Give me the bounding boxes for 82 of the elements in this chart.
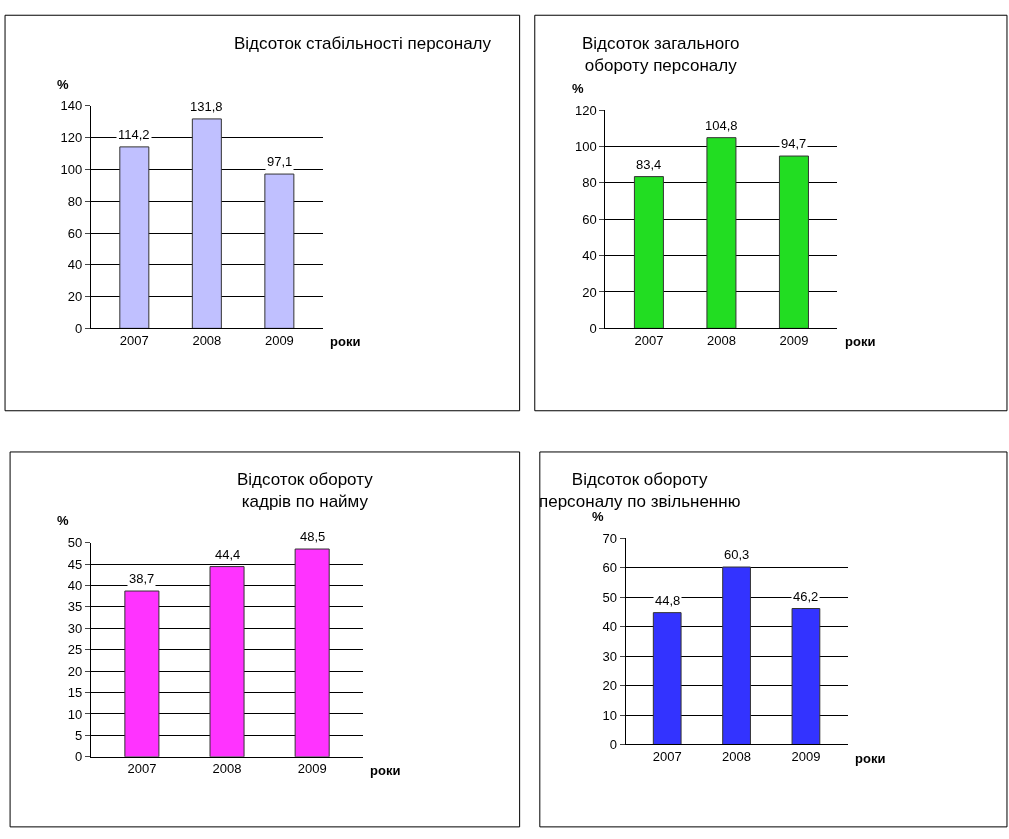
y-tick-label: 40 [67, 257, 83, 273]
y-tick-label: 80 [67, 193, 83, 209]
data-label: 44,4 [215, 547, 241, 562]
y-tick-label: 0 [74, 749, 83, 765]
y-tick-label: 5 [74, 727, 83, 743]
bar [294, 548, 330, 757]
x-tick-label: 2009 [264, 332, 294, 348]
y-axis-title: % [57, 77, 69, 92]
text: Відсоток стабільності персоналу [234, 34, 492, 53]
y-tick-label: 25 [67, 642, 83, 658]
bar [633, 176, 664, 329]
bar [124, 590, 160, 757]
y-tick-label: 40 [602, 619, 617, 635]
data-label: 38,7 [129, 571, 155, 586]
x-tick-label: 2008 [706, 332, 736, 348]
y-tick-label: 0 [74, 320, 83, 336]
y-tick-label: 60 [602, 560, 617, 576]
data-label: 60,3 [724, 547, 750, 562]
y-tick-label: 0 [609, 737, 617, 753]
x-tick-label: 2007 [127, 761, 157, 777]
data-label: 97,1 [267, 154, 293, 169]
data-label: 46,2 [793, 589, 819, 604]
x-tick-label: 2008 [192, 332, 222, 348]
x-tick-label: 2009 [791, 749, 821, 765]
y-tick-label: 60 [67, 225, 83, 241]
y-tick-label: 140 [60, 98, 83, 114]
y-tick-label: 10 [67, 706, 83, 722]
x-tick-label: 2008 [212, 761, 242, 777]
bar [706, 137, 737, 329]
bar [791, 608, 821, 745]
x-tick-label: 2007 [652, 749, 682, 765]
x-axis-title: роки [330, 334, 361, 349]
y-tick-label: 20 [582, 284, 597, 300]
chart-title: Відсоток обороту персоналу по звільненню [539, 470, 741, 512]
bar [652, 612, 682, 745]
data-label: 114,2 [118, 127, 150, 142]
y-tick-label: 20 [602, 678, 617, 694]
y-tick-label: 70 [602, 531, 617, 547]
y-tick-label: 50 [602, 589, 617, 605]
y-axis-title: % [592, 509, 604, 524]
y-tick-label: 50 [67, 535, 83, 551]
x-tick-label: 2007 [634, 332, 664, 348]
x-axis-title: роки [855, 751, 886, 766]
x-tick-label: 2009 [779, 332, 809, 348]
data-label: 104,8 [705, 118, 738, 133]
data-label: 94,7 [781, 136, 807, 151]
y-axis-title: % [57, 513, 69, 528]
bar [722, 566, 751, 745]
x-axis-title: роки [845, 334, 876, 349]
bar [264, 173, 295, 329]
y-axis-title: % [572, 81, 584, 96]
y-tick-label: 60 [582, 211, 597, 227]
y-tick-label: 40 [67, 578, 83, 593]
bar [209, 566, 245, 757]
y-tick-label: 30 [67, 620, 83, 636]
y-tick-label: 0 [589, 320, 597, 336]
y-tick-label: 100 [60, 162, 83, 177]
y-tick-label: 120 [60, 130, 83, 146]
data-label: 44,8 [655, 593, 681, 608]
data-label: 131,8 [190, 99, 223, 114]
y-tick-label: 120 [575, 102, 597, 118]
y-tick-label: 15 [67, 685, 83, 701]
data-label: 48,5 [300, 529, 326, 544]
data-label: 83,4 [636, 157, 662, 172]
chart-title: Відсоток обороту кадрів по найму [237, 470, 374, 512]
y-tick-label: 100 [575, 138, 597, 154]
y-tick-label: 40 [582, 248, 597, 264]
bar [119, 146, 150, 329]
y-tick-label: 20 [67, 663, 83, 679]
y-tick-label: 35 [67, 599, 83, 615]
x-tick-label: 2008 [722, 749, 752, 765]
chart-title: Відсоток загального обороту персоналу [582, 34, 740, 76]
bar [191, 118, 222, 329]
y-tick-label: 30 [602, 648, 617, 664]
y-tick-label: 45 [67, 556, 83, 572]
y-tick-label: 10 [602, 707, 617, 723]
x-tick-label: 2007 [119, 332, 149, 348]
bar [778, 155, 809, 329]
x-axis-title: роки [370, 763, 401, 778]
y-tick-label: 20 [67, 289, 83, 305]
y-tick-label: 80 [582, 175, 597, 191]
x-tick-label: 2009 [297, 761, 327, 777]
